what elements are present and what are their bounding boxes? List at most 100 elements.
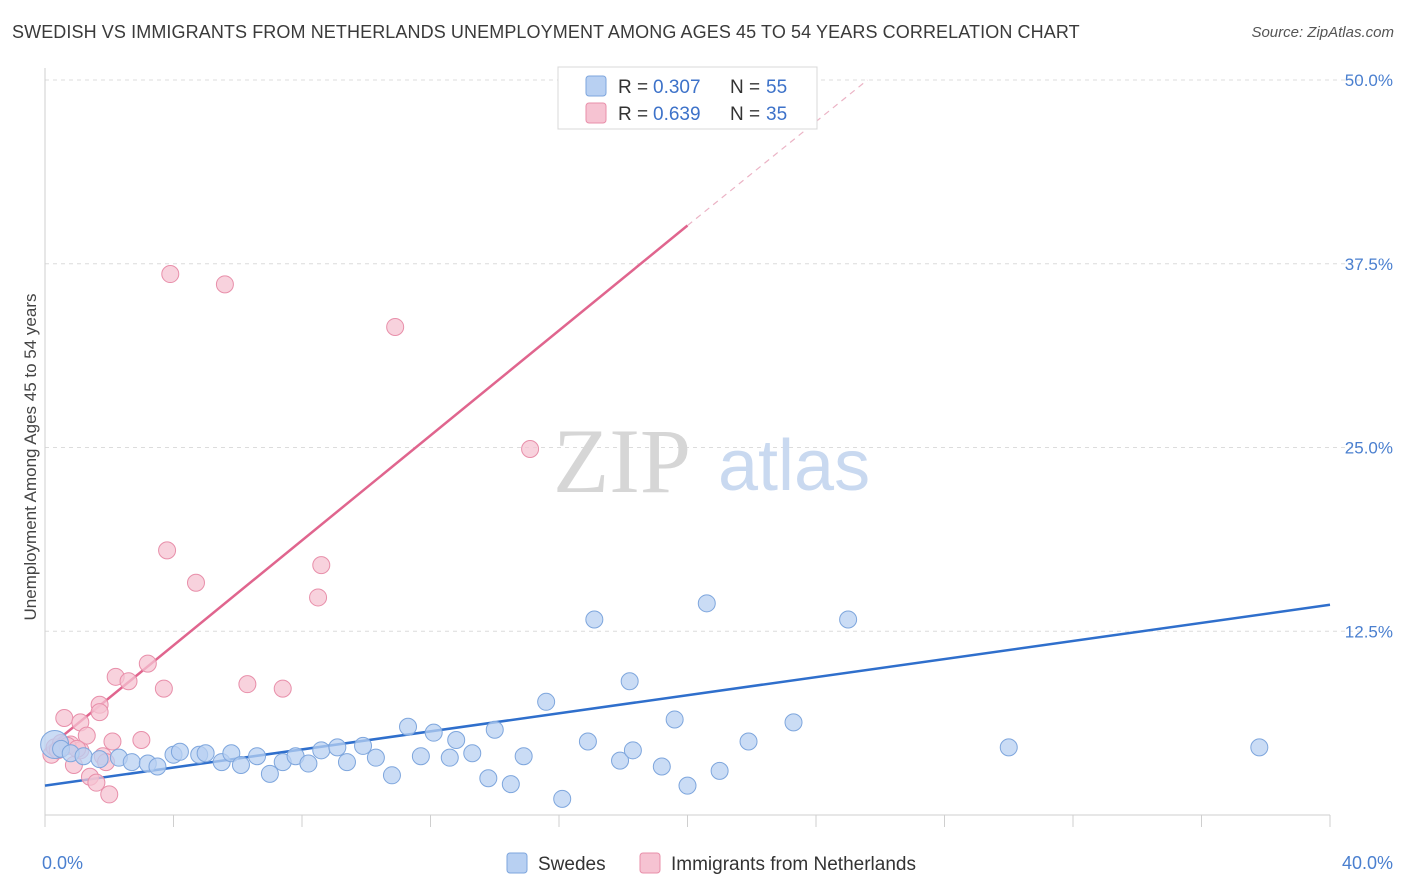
data-point-swedes <box>463 744 482 763</box>
data-point-swedes <box>578 732 597 751</box>
data-point-swedes <box>440 748 459 767</box>
data-point-swedes <box>328 738 347 757</box>
data-point-swedes <box>122 753 141 772</box>
data-point-netherlands <box>87 773 106 792</box>
data-point-swedes <box>678 776 697 795</box>
y-tick-label: 37.5% <box>1345 255 1393 274</box>
data-point-swedes <box>553 789 572 808</box>
x-tick-label: 0.0% <box>42 853 83 873</box>
points-swedes <box>40 107 1269 808</box>
data-point-netherlands <box>103 732 122 751</box>
data-point-swedes <box>611 751 630 770</box>
data-point-netherlands <box>132 731 151 750</box>
y-tick-label: 12.5% <box>1345 622 1393 641</box>
data-point-swedes <box>537 692 556 711</box>
data-point-swedes <box>485 720 504 739</box>
data-point-swedes <box>665 710 684 729</box>
data-point-swedes <box>620 672 639 691</box>
bottom-legend-neth: Immigrants from Netherlands <box>671 854 916 875</box>
legend-r-label: R = <box>618 77 648 98</box>
data-point-netherlands <box>77 726 96 745</box>
legend-n-swedes: 55 <box>766 77 787 98</box>
data-point-swedes <box>585 610 604 629</box>
data-point-netherlands <box>90 703 109 722</box>
y-tick-label: 50.0% <box>1345 71 1393 90</box>
data-point-netherlands <box>161 265 180 284</box>
data-point-netherlands <box>312 556 331 575</box>
data-point-netherlands <box>386 317 405 336</box>
data-point-swedes <box>514 747 533 766</box>
tick-labels: 12.5% 25.0% 37.5% 50.0% 0.0% 40.0% <box>42 71 1393 873</box>
data-point-swedes <box>501 775 520 794</box>
legend-swatch-swedes <box>585 75 607 97</box>
data-point-netherlands <box>100 785 119 804</box>
watermark-zip: ZIP <box>553 410 691 512</box>
data-point-swedes <box>411 747 430 766</box>
data-point-swedes <box>739 732 758 751</box>
data-point-swedes <box>148 757 167 776</box>
data-point-swedes <box>248 747 267 766</box>
y-tick-label: 25.0% <box>1345 439 1393 458</box>
data-point-swedes <box>299 754 318 773</box>
legend-n-neth: 35 <box>766 104 787 125</box>
points-netherlands <box>42 265 540 804</box>
watermark: ZIP atlas <box>553 410 870 512</box>
data-point-swedes <box>90 750 109 769</box>
data-point-swedes <box>447 731 466 750</box>
svg-text:R =: R = <box>618 77 648 98</box>
chart-title: SWEDISH VS IMMIGRANTS FROM NETHERLANDS U… <box>12 22 1080 42</box>
data-point-netherlands <box>55 708 74 727</box>
data-point-swedes <box>366 748 385 767</box>
y-axis-label: Unemployment Among Ages 45 to 54 years <box>21 294 40 621</box>
data-point-swedes <box>222 744 241 763</box>
data-point-netherlands <box>158 541 177 560</box>
data-point-swedes <box>74 747 93 766</box>
bottom-legend-swedes: Swedes <box>538 854 606 875</box>
data-point-netherlands <box>138 654 157 673</box>
data-point-swedes <box>196 744 215 763</box>
data-point-swedes <box>399 717 418 736</box>
data-point-swedes <box>784 713 803 732</box>
bottom-legend-swatch-swedes <box>506 852 528 874</box>
data-point-netherlands <box>154 679 173 698</box>
data-point-swedes <box>652 757 671 776</box>
data-point-swedes <box>479 769 498 788</box>
data-point-swedes <box>710 761 729 780</box>
bottom-legend-swatch-neth <box>639 852 661 874</box>
legend-box: R = 0.307 N = 55 R = 0.639 N = 35 <box>557 66 818 130</box>
data-point-swedes <box>424 723 443 742</box>
data-point-swedes <box>354 736 373 755</box>
bottom-legend: Swedes Immigrants from Netherlands <box>506 852 916 875</box>
watermark-atlas: atlas <box>718 426 870 506</box>
legend-r-label: R = <box>618 104 648 125</box>
axes <box>44 68 1331 827</box>
data-point-swedes <box>170 742 189 761</box>
data-point-netherlands <box>273 679 292 698</box>
data-point-swedes <box>382 766 401 785</box>
data-point-netherlands <box>119 672 138 691</box>
x-tick-label: 40.0% <box>1342 853 1393 873</box>
data-point-swedes <box>260 764 279 783</box>
chart-source: Source: ZipAtlas.com <box>1251 24 1394 41</box>
legend-n-label: N = <box>730 77 760 98</box>
data-point-netherlands <box>309 588 328 607</box>
data-point-swedes <box>312 741 331 760</box>
data-point-swedes <box>839 610 858 629</box>
legend-r-swedes: 0.307 <box>653 77 701 98</box>
data-point-netherlands <box>238 675 257 694</box>
legend-r-neth: 0.639 <box>653 104 701 125</box>
data-point-swedes <box>1250 738 1269 757</box>
trend-line-netherlands-extension <box>687 79 868 226</box>
data-point-swedes <box>697 594 716 613</box>
data-point-netherlands <box>186 573 205 592</box>
data-point-swedes <box>231 756 250 775</box>
data-point-netherlands <box>215 275 234 294</box>
grid-lines <box>45 79 1360 632</box>
data-point-netherlands <box>521 439 540 458</box>
legend-swatch-neth <box>585 102 607 124</box>
legend-n-label: N = <box>730 104 760 125</box>
data-point-swedes <box>623 741 642 760</box>
data-point-swedes <box>337 753 356 772</box>
data-point-swedes <box>999 738 1018 757</box>
